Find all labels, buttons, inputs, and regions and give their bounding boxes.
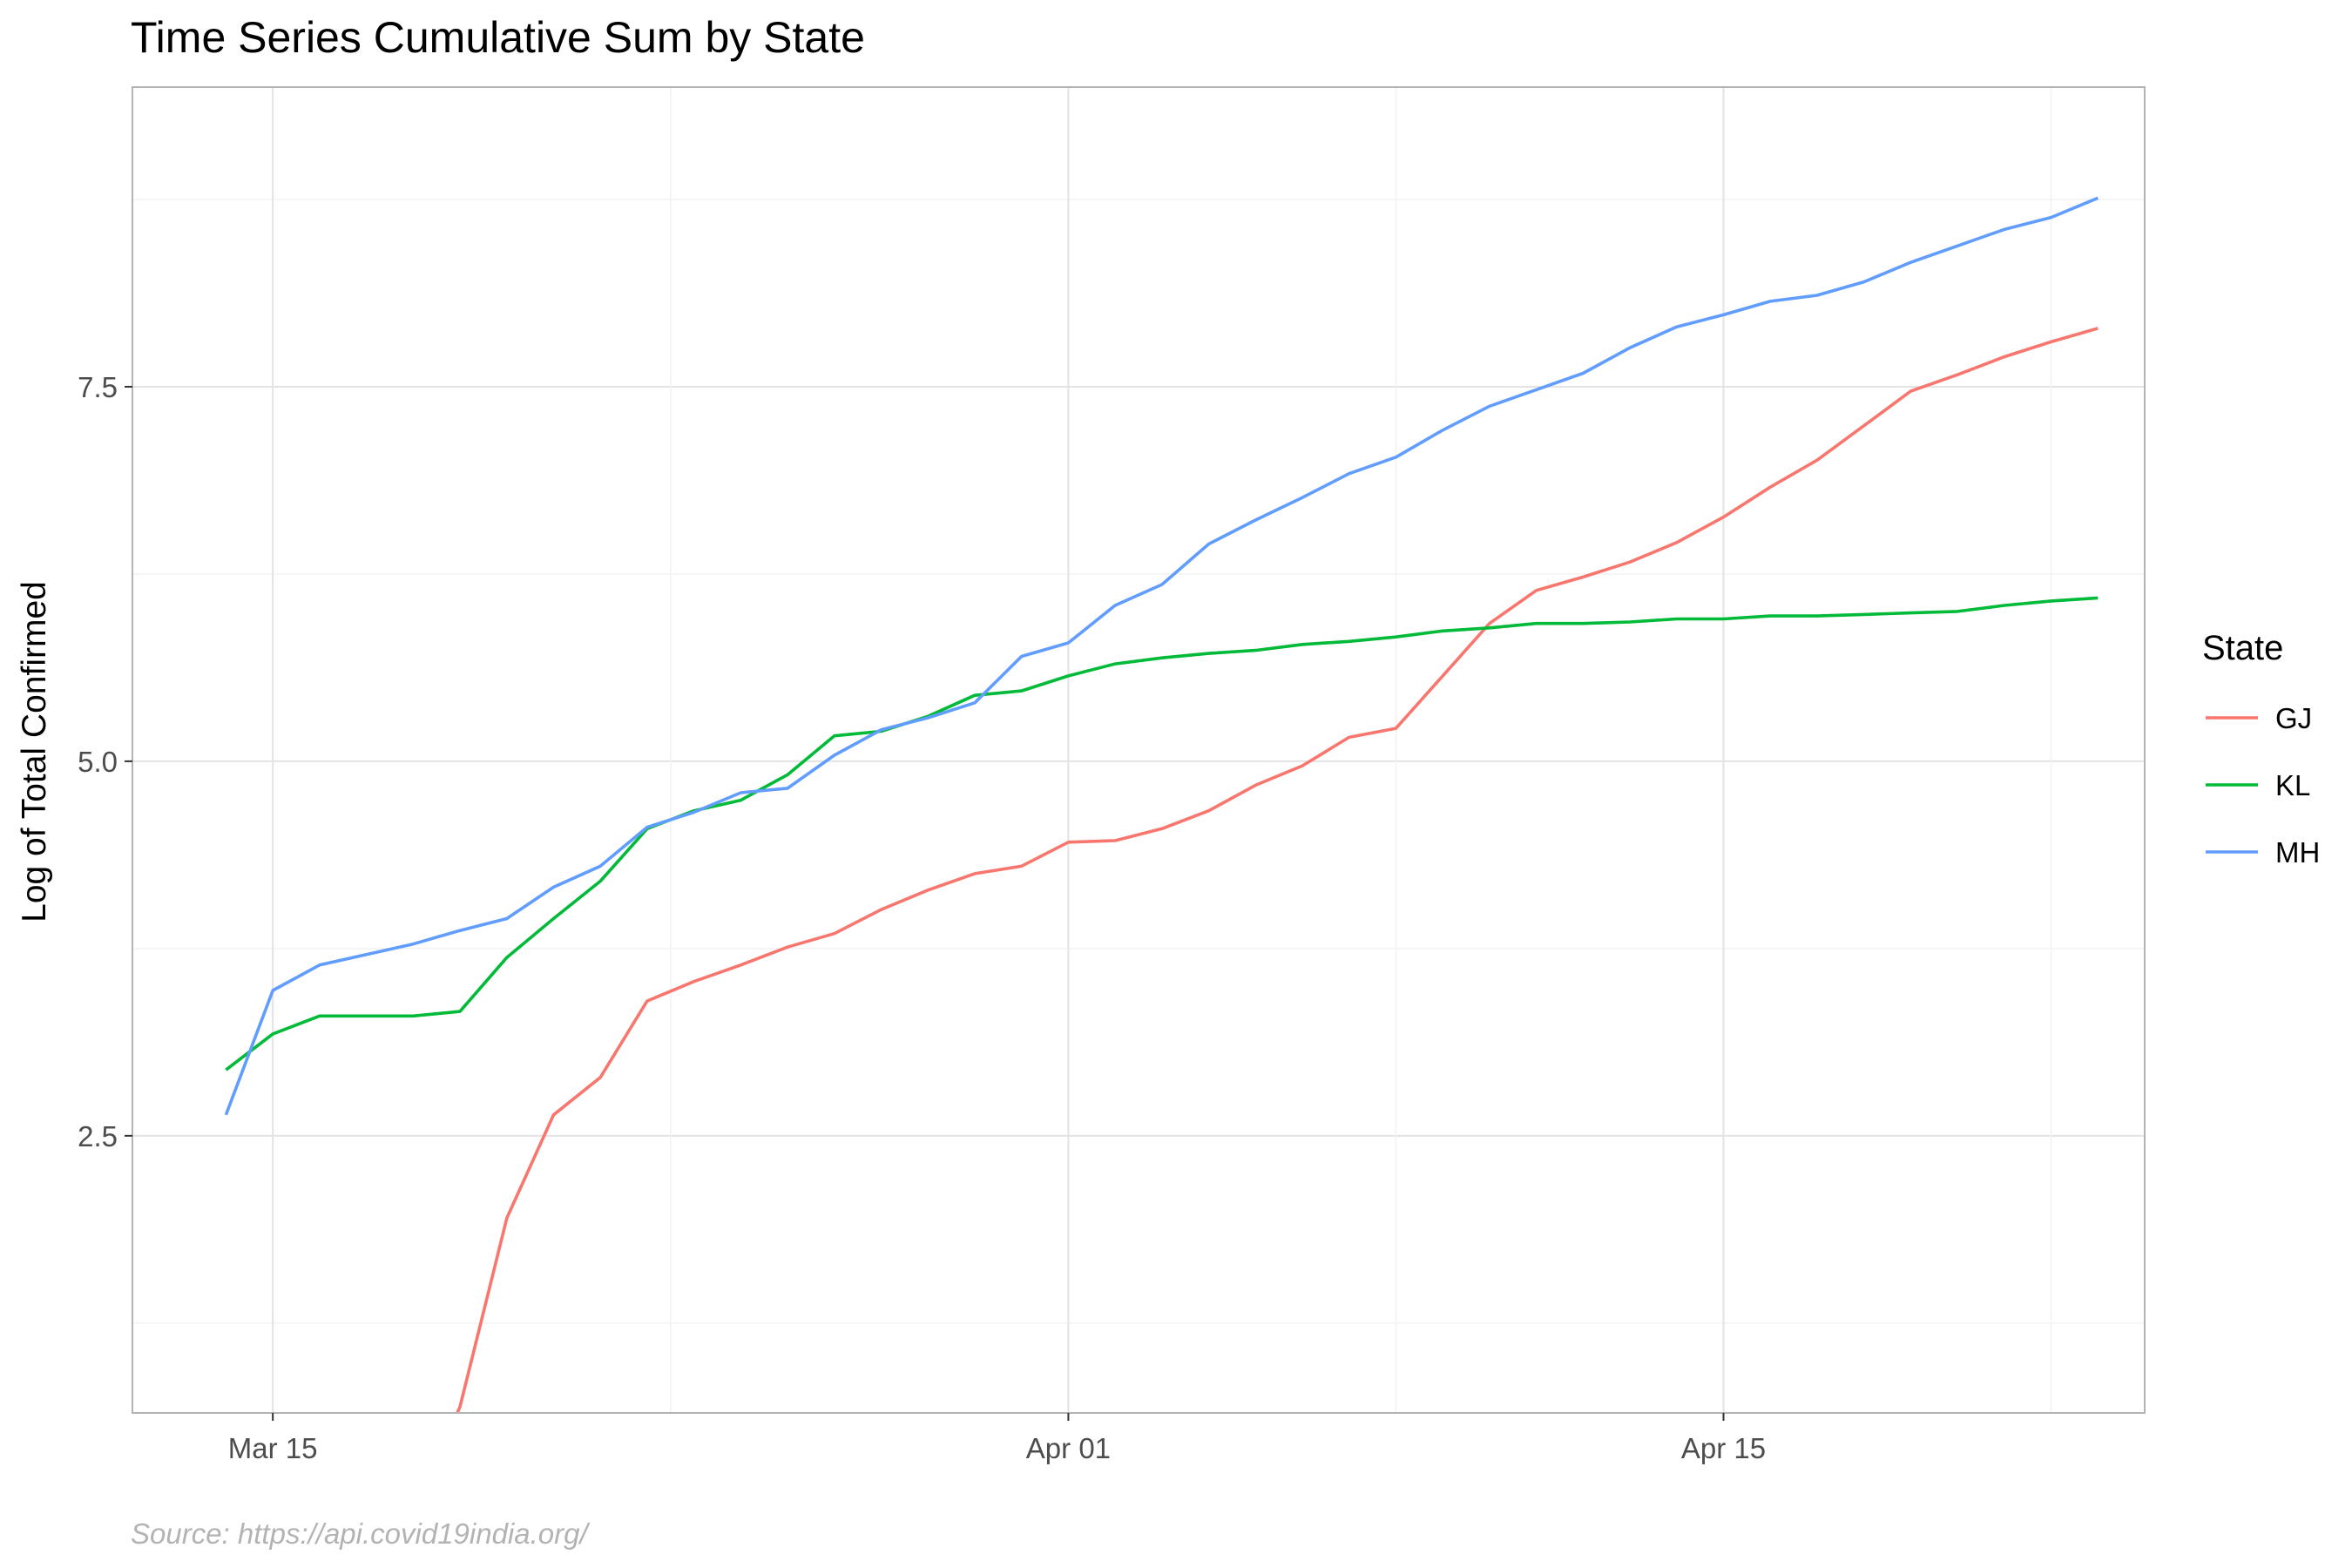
legend[interactable]: State GJ KL MH <box>2202 629 2320 868</box>
legend-item-kl[interactable]: KL <box>2206 769 2310 801</box>
y-tick-label: 7.5 <box>78 371 118 403</box>
legend-item-gj[interactable]: GJ <box>2206 702 2312 734</box>
plot-panel <box>132 87 2145 1413</box>
panel-background <box>132 87 2145 1413</box>
series-line-kl <box>225 596 2099 1071</box>
x-axis: Mar 15 Apr 01 Apr 15 <box>228 1413 1766 1464</box>
panel-border <box>132 86 2146 1414</box>
series-lines <box>224 196 2099 1413</box>
plot-frame <box>132 86 2146 1414</box>
x-tick-label: Apr 01 <box>1026 1432 1111 1464</box>
y-tick-label: 2.5 <box>78 1120 118 1152</box>
grid <box>132 87 2145 1413</box>
legend-item-mh[interactable]: MH <box>2206 836 2320 868</box>
series-line-mh <box>224 196 2099 1116</box>
legend-label: GJ <box>2275 702 2312 734</box>
series-line-gj <box>455 327 2099 1413</box>
chart-title: Time Series Cumulative Sum by State <box>131 13 865 62</box>
x-tick-label: Apr 15 <box>1681 1432 1766 1464</box>
legend-label: MH <box>2275 836 2320 868</box>
x-tick-label: Mar 15 <box>228 1432 318 1464</box>
y-tick-label: 5.0 <box>78 746 118 778</box>
source-caption: Source: https://api.covid19india.org/ <box>131 1517 588 1550</box>
y-axis: 2.5 5.0 7.5 <box>78 371 132 1152</box>
y-axis-label: Log of Total Confirmed <box>16 581 53 923</box>
legend-title: State <box>2202 629 2283 667</box>
legend-label: KL <box>2275 769 2310 801</box>
